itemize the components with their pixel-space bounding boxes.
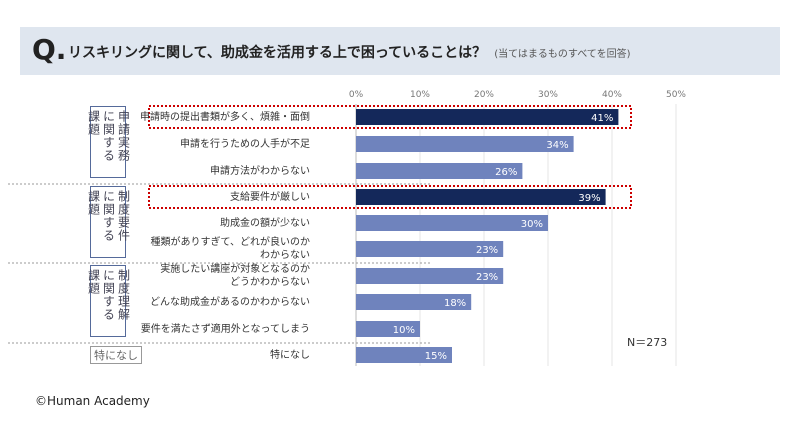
bar — [356, 294, 472, 310]
question-text: リスキリングに関して、助成金を活用する上で困っていることは？ — [68, 45, 487, 61]
category-label: 支給要件が厳しい — [230, 192, 310, 203]
data-label: 39% — [578, 193, 600, 204]
tick-label: 30% — [538, 90, 558, 100]
tick-label: 10% — [410, 90, 430, 100]
bar — [356, 241, 504, 257]
category-label: 申請方法がわからない — [210, 166, 310, 177]
category-label: 種類がありすぎて、どれが良いのか わからない — [150, 237, 311, 261]
category-label: 申請を行うための人手が不足 — [180, 139, 310, 150]
highlight-box — [148, 185, 632, 209]
category-label: どんな助成金があるのかわからない — [150, 297, 310, 308]
category-label: 助成金の額が少ない — [220, 218, 310, 229]
bar — [356, 136, 574, 152]
data-label: 30% — [521, 219, 543, 230]
highlight-box — [148, 105, 632, 129]
data-label: 10% — [393, 325, 415, 336]
data-label: 23% — [476, 272, 498, 283]
bar — [356, 268, 504, 284]
category-label: 申請時の提出書類が多く、煩雑・面倒 — [140, 112, 310, 123]
q-mark: Q. — [32, 33, 67, 66]
bar — [356, 189, 606, 205]
sample-size: N＝273 — [627, 336, 668, 349]
tick-label: 50% — [666, 90, 686, 100]
bar — [356, 321, 420, 337]
group-label-understanding: 制度理解に関する課題 — [87, 265, 131, 337]
data-label: 18% — [444, 298, 466, 309]
group-label-none: 特になし — [90, 346, 142, 364]
group-label-application: 申請実務に関する課題 — [87, 106, 131, 178]
data-label: 15% — [425, 351, 447, 362]
bar — [356, 163, 523, 179]
category-label: 要件を満たさず適用外となってしまう — [140, 324, 310, 335]
data-label: 26% — [495, 167, 517, 178]
group-label-requirements: 制度要件に関する課題 — [87, 186, 131, 258]
data-label: 34% — [546, 140, 568, 151]
tick-label: 0% — [349, 90, 364, 100]
tick-label: 20% — [474, 90, 494, 100]
bar — [356, 215, 548, 231]
copyright: ©Human Academy — [35, 394, 150, 408]
data-label: 23% — [476, 245, 498, 256]
question-note: (当てはまるものすべてを回答) — [494, 49, 631, 60]
category-label: 実施したい講座が対象となるのか どうかわからない — [160, 264, 310, 288]
data-label: 41% — [591, 113, 613, 124]
bar — [356, 109, 619, 125]
category-label: 特になし — [270, 350, 310, 361]
question-header: Q. リスキリングに関して、助成金を活用する上で困っていることは？ (当てはまるも… — [20, 27, 780, 75]
tick-label: 40% — [602, 90, 622, 100]
bar — [356, 347, 452, 363]
